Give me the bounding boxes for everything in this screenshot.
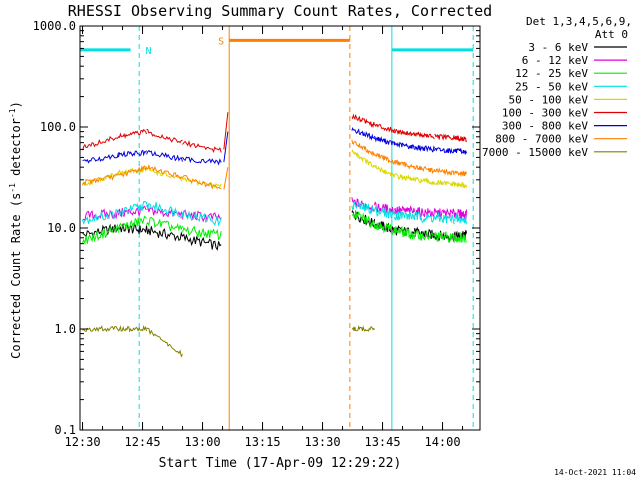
legend-label-300-800-kev: 300 - 800 keV <box>502 120 588 133</box>
x-tick-label: 13:00 <box>184 435 220 449</box>
series-line-post-7000-15000-kev <box>351 324 375 332</box>
series-line-post-50-100-kev <box>351 149 467 189</box>
y-tick-label: 0.1 <box>54 423 76 437</box>
ylabel-sup2: -1 <box>8 108 17 118</box>
legend-label-3-6-kev: 3 - 6 keV <box>528 41 588 54</box>
legend-label-50-100-kev: 50 - 100 keV <box>509 93 589 106</box>
y-axis-label: Corrected Count Rate (s-1 detector-1) <box>8 101 23 359</box>
legend-header-2: Att 0 <box>595 28 628 41</box>
ylabel-sup1: -1 <box>8 183 17 193</box>
x-tick-label: 13:45 <box>364 435 400 449</box>
series-line-post-100-300-kev <box>351 113 467 143</box>
series-line-post-300-800-kev <box>351 126 467 155</box>
series-line-post-25-50-kev <box>351 201 467 225</box>
ylabel-mid: detector <box>9 118 23 183</box>
series-line-pre-300-800-kev <box>82 149 222 166</box>
y-tick-label: 100.0 <box>40 120 76 134</box>
legend-header-1: Det 1,3,4,5,6,9, <box>526 15 632 28</box>
chart-title: RHESSI Observing Summary Count Rates, Co… <box>68 2 492 20</box>
series-line-pre-100-300-kev <box>82 128 222 153</box>
series-line-pre-7000-15000-kev <box>82 324 183 358</box>
x-tick-label: 13:30 <box>304 435 340 449</box>
series-line-pre-50-100-kev <box>82 167 222 189</box>
x-tick-label: 12:45 <box>124 435 160 449</box>
saa-edge-spike <box>223 131 229 163</box>
legend-label-7000-15000-kev: 7000 - 15000 keV <box>482 146 588 159</box>
legend-label-100-300-kev: 100 - 300 keV <box>502 107 588 120</box>
footer-timestamp: 14-Oct-2021 11:04 <box>554 468 636 477</box>
ylabel-main: Corrected Count Rate (s <box>9 193 23 359</box>
y-tick-label: 10.0 <box>47 221 76 235</box>
series-line-post-12-25-kev <box>351 210 467 244</box>
night-label: N <box>146 46 152 57</box>
x-tick-label: 12:30 <box>64 435 100 449</box>
legend-label-12-25-kev: 12 - 25 keV <box>515 67 588 80</box>
series-line-pre-800-7000-kev <box>82 163 222 190</box>
x-tick-label: 13:15 <box>244 435 280 449</box>
chart-marks: NS <box>79 26 474 430</box>
series-line-pre-12-25-kev <box>82 215 222 246</box>
y-tick-label: 1.0 <box>54 322 76 336</box>
y-tick-label: 1000.0 <box>33 19 76 33</box>
series-line-pre-3-6-kev <box>82 223 222 251</box>
saa-label: S <box>218 36 224 47</box>
saa-edge-spike <box>223 167 229 190</box>
saa-edge-spike <box>223 112 229 150</box>
series-line-post-800-7000-kev <box>351 139 467 178</box>
ylabel-end: ) <box>9 101 23 108</box>
series-line-pre-25-50-kev <box>82 200 222 227</box>
legend-label-25-50-kev: 25 - 50 keV <box>515 80 588 93</box>
axes: 0.1 1.0 10.0 100.0 1000.0 12:30 12:45 13:00 13:1… <box>33 19 481 449</box>
legend-label-800-7000-kev: 800 - 7000 keV <box>495 133 588 146</box>
x-tick-label: 14:00 <box>424 435 460 449</box>
x-axis-label: Start Time (17-Apr-09 12:29:22) <box>159 456 402 471</box>
series-line-pre-6-12-kev <box>82 204 222 223</box>
legend-label-6-12-kev: 6 - 12 keV <box>522 54 589 67</box>
